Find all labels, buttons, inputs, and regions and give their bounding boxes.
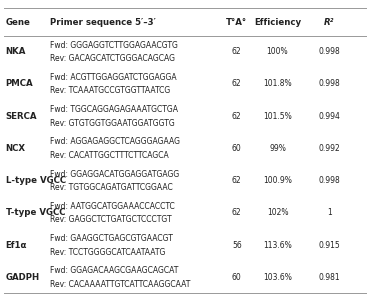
Text: 62: 62 bbox=[232, 47, 242, 56]
Text: 0.998: 0.998 bbox=[319, 47, 340, 56]
Text: Fwd: GGGAGGTCTTGGAGAACGTG: Fwd: GGGAGGTCTTGGAGAACGTG bbox=[50, 41, 178, 50]
Text: Fwd: GGAGACAAGCGAAGCAGCAT: Fwd: GGAGACAAGCGAAGCAGCAT bbox=[50, 266, 178, 275]
Text: GADPH: GADPH bbox=[6, 273, 40, 282]
Text: Fwd: AATGGCATGGAAACCACCTC: Fwd: AATGGCATGGAAACCACCTC bbox=[50, 202, 175, 211]
Text: R²: R² bbox=[324, 18, 334, 27]
Text: T-type VGCC: T-type VGCC bbox=[6, 208, 65, 217]
Text: 0.915: 0.915 bbox=[319, 240, 340, 250]
Text: Rev: TCCTGGGGCATCAATAATG: Rev: TCCTGGGGCATCAATAATG bbox=[50, 248, 165, 257]
Text: 60: 60 bbox=[232, 273, 242, 282]
Text: Primer sequence 5′–3′: Primer sequence 5′–3′ bbox=[50, 18, 156, 27]
Text: Rev: CACAAAATTGTCATTCAAGGCAAT: Rev: CACAAAATTGTCATTCAAGGCAAT bbox=[50, 280, 190, 289]
Text: 62: 62 bbox=[232, 176, 242, 185]
Text: Fwd: GGAGGACATGGAGGATGAGG: Fwd: GGAGGACATGGAGGATGAGG bbox=[50, 170, 179, 179]
Text: 102%: 102% bbox=[267, 208, 288, 217]
Text: 113.6%: 113.6% bbox=[263, 240, 292, 250]
Text: 0.981: 0.981 bbox=[319, 273, 340, 282]
Text: 62: 62 bbox=[232, 208, 242, 217]
Text: PMCA: PMCA bbox=[6, 79, 33, 88]
Text: 0.994: 0.994 bbox=[318, 112, 340, 121]
Text: NKA: NKA bbox=[6, 47, 26, 56]
Text: 62: 62 bbox=[232, 112, 242, 121]
Text: SERCA: SERCA bbox=[6, 112, 37, 121]
Text: 101.5%: 101.5% bbox=[263, 112, 292, 121]
Text: Fwd: ACGTTGGAGGATCTGGAGGA: Fwd: ACGTTGGAGGATCTGGAGGA bbox=[50, 73, 176, 82]
Text: Ef1α: Ef1α bbox=[6, 240, 27, 250]
Text: 99%: 99% bbox=[269, 144, 286, 153]
Text: 0.992: 0.992 bbox=[319, 144, 340, 153]
Text: T°A°: T°A° bbox=[226, 18, 248, 27]
Text: 56: 56 bbox=[232, 240, 242, 250]
Text: Fwd: GAAGGCTGAGCGTGAACGT: Fwd: GAAGGCTGAGCGTGAACGT bbox=[50, 234, 173, 243]
Text: 101.8%: 101.8% bbox=[263, 79, 292, 88]
Text: Rev: GTGTGGTGGAATGGATGGTG: Rev: GTGTGGTGGAATGGATGGTG bbox=[50, 119, 175, 128]
Text: Fwd: TGGCAGGAGAGAAATGCTGA: Fwd: TGGCAGGAGAGAAATGCTGA bbox=[50, 105, 178, 114]
Text: Rev: TGTGGCAGATGATTCGGAAC: Rev: TGTGGCAGATGATTCGGAAC bbox=[50, 183, 173, 192]
Text: L-type VGCC: L-type VGCC bbox=[6, 176, 66, 185]
Text: Fwd: AGGAGAGGCTCAGGGAGAAG: Fwd: AGGAGAGGCTCAGGGAGAAG bbox=[50, 137, 180, 147]
Text: 100.9%: 100.9% bbox=[263, 176, 292, 185]
Text: Efficiency: Efficiency bbox=[254, 18, 301, 27]
Text: Rev: GAGGCTCTGATGCTCCCTGT: Rev: GAGGCTCTGATGCTCCCTGT bbox=[50, 216, 172, 224]
Text: 0.998: 0.998 bbox=[319, 176, 340, 185]
Text: 60: 60 bbox=[232, 144, 242, 153]
Text: Gene: Gene bbox=[6, 18, 30, 27]
Text: 100%: 100% bbox=[267, 47, 288, 56]
Text: 1: 1 bbox=[327, 208, 332, 217]
Text: 0.998: 0.998 bbox=[319, 79, 340, 88]
Text: 103.6%: 103.6% bbox=[263, 273, 292, 282]
Text: 62: 62 bbox=[232, 79, 242, 88]
Text: Rev: TCAAATGCCGTGGTTAATCG: Rev: TCAAATGCCGTGGTTAATCG bbox=[50, 87, 170, 95]
Text: NCX: NCX bbox=[6, 144, 26, 153]
Text: Rev: CACATTGGCTTTCTTCAGCA: Rev: CACATTGGCTTTCTTCAGCA bbox=[50, 151, 169, 160]
Text: Rev: GACAGCATCTGGGACAGCAG: Rev: GACAGCATCTGGGACAGCAG bbox=[50, 54, 175, 63]
